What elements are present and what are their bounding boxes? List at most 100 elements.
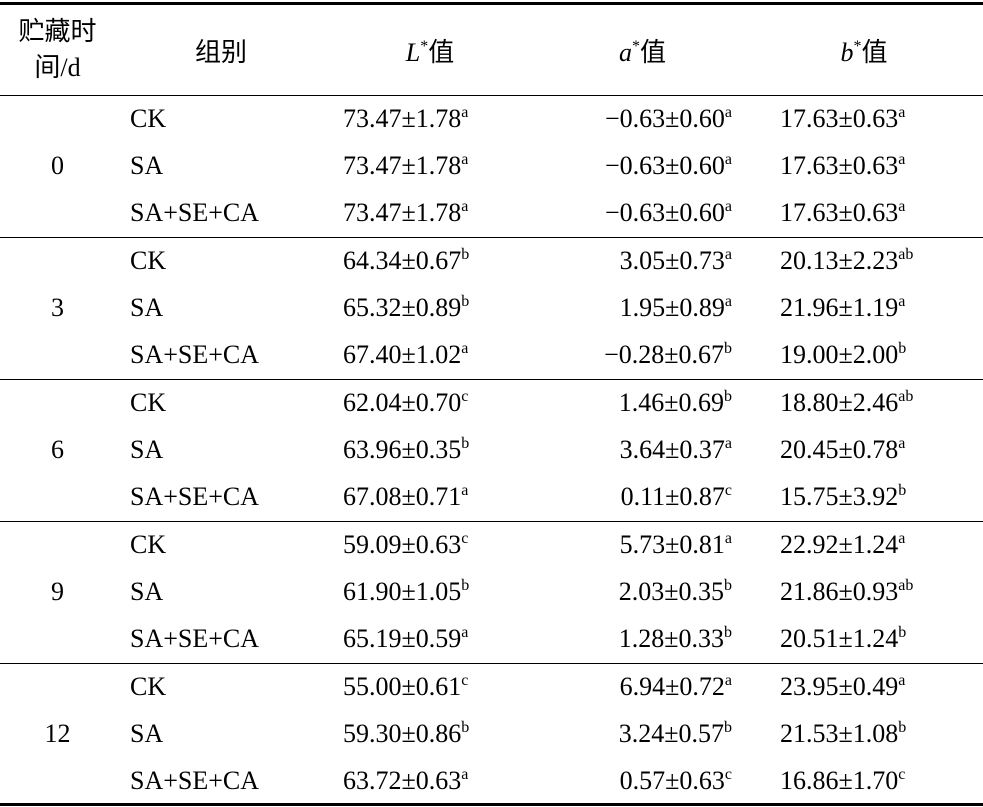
- header-text: 贮藏时间/d: [18, 17, 97, 82]
- time-group: 6 CK 62.04±0.70c 1.46±0.69b 18.80±2.46ab SA 63…: [0, 379, 983, 522]
- group-cell: SA+SE+CA: [130, 482, 260, 512]
- data-row: SA+SE+CA 67.08±0.71a 0.11±0.87c 15.75±3.92b: [0, 474, 983, 522]
- significance-letter: c: [724, 482, 732, 500]
- mean-sd: 21.53±1.08: [780, 719, 899, 748]
- mean-sd: 61.90±1.05: [343, 577, 462, 607]
- mean-sd: 59.30±0.86: [343, 719, 462, 748]
- data-row: SA+SE+CA 65.19±0.59a 1.28±0.33b 20.51±1.24b: [0, 616, 983, 664]
- data-row: SA 65.32±0.89b 1.95±0.89a 21.96±1.19a: [0, 285, 983, 332]
- time-cell: 0: [51, 151, 64, 181]
- value-cell: 65.19±0.59a: [320, 616, 540, 663]
- mean-sd: 20.51±1.24: [780, 624, 899, 654]
- mean-sd: 20.45±0.78: [780, 435, 899, 465]
- data-row: SA+SE+CA 67.40±1.02a −0.28±0.67b 19.00±2.00…: [0, 332, 983, 380]
- value-cell: 0.57±0.63c: [540, 758, 745, 805]
- significance-letter: b: [461, 577, 470, 595]
- data-row: 3 CK 64.34±0.67b 3.05±0.73a 20.13±2.23ab: [0, 237, 983, 322]
- value-cell: 67.08±0.71a: [320, 474, 540, 521]
- data-row: 0 CK 73.47±1.78a −0.63±0.60a 17.63±0.63a: [0, 96, 983, 180]
- mean-sd: 73.47±1.78: [343, 151, 462, 181]
- value-cell: 62.04±0.70c: [320, 379, 540, 426]
- significance-letter: a: [898, 293, 906, 311]
- mean-sd: −0.28±0.67: [604, 340, 724, 370]
- significance-letter: b: [898, 624, 907, 642]
- header-superscript: *: [853, 37, 862, 55]
- value-cell: 6.94±0.72a: [540, 663, 745, 710]
- significance-letter: a: [898, 104, 906, 122]
- significance-letter: b: [898, 340, 907, 358]
- header-variable: a: [618, 37, 632, 67]
- header-suffix: 值: [639, 37, 666, 67]
- data-row: SA+SE+CA 63.72±0.63a 0.57±0.63c 16.86±1.70c: [0, 758, 983, 805]
- mean-sd: 73.47±1.78: [343, 104, 462, 134]
- mean-sd: 17.63±0.63: [780, 198, 899, 228]
- group-cell: SA: [130, 577, 164, 607]
- value-cell: 59.30±0.86b: [320, 710, 540, 757]
- mean-sd: 63.72±0.63: [343, 765, 462, 795]
- mean-sd: 3.64±0.37: [619, 435, 725, 465]
- value-cell: 61.90±1.05b: [320, 568, 540, 615]
- header-cell: a*值: [540, 4, 745, 96]
- significance-letter: a: [461, 624, 469, 642]
- data-row: SA 61.90±1.05b 2.03±0.35b 21.86±0.93ab: [0, 568, 983, 615]
- header-suffix: 值: [861, 37, 888, 67]
- table-header: 贮藏时间/d 组别 L*值 a*值 b*值: [0, 3, 983, 96]
- significance-letter: b: [724, 624, 732, 642]
- group-cell: SA+SE+CA: [130, 198, 260, 228]
- value-cell: 21.86±0.93ab: [745, 568, 983, 615]
- value-cell: 20.13±2.23ab: [745, 237, 983, 284]
- value-cell: 22.92±1.24a: [745, 521, 983, 568]
- mean-sd: 55.00±0.61: [343, 671, 462, 701]
- mean-sd: 64.34±0.67: [343, 246, 462, 276]
- group-cell: SA: [130, 719, 164, 748]
- group-cell: CK: [130, 530, 167, 560]
- group-cell: CK: [130, 388, 167, 418]
- significance-letter: a: [461, 765, 469, 783]
- value-cell: 5.73±0.81a: [540, 521, 745, 568]
- time-group: 0 CK 73.47±1.78a −0.63±0.60a 17.63±0.63a SA 73…: [0, 96, 983, 238]
- significance-letter: c: [461, 388, 469, 406]
- value-cell: 73.47±1.78a: [320, 143, 540, 190]
- group-cell: CK: [130, 246, 167, 276]
- value-cell: 73.47±1.78a: [320, 190, 540, 237]
- significance-letter: b: [898, 482, 907, 500]
- mean-sd: 2.03±0.35: [618, 577, 724, 607]
- header-cell: L*值: [320, 4, 540, 96]
- group-cell: SA+SE+CA: [130, 765, 260, 795]
- group-cell: SA+SE+CA: [130, 340, 260, 370]
- value-cell: 17.63±0.63a: [745, 96, 983, 143]
- mean-sd: 0.57±0.63: [619, 765, 725, 795]
- significance-letter: a: [724, 530, 732, 548]
- value-cell: 1.28±0.33b: [540, 616, 745, 663]
- significance-letter: a: [461, 151, 469, 169]
- significance-letter: c: [461, 530, 469, 548]
- mean-sd: 23.95±0.49: [780, 671, 899, 701]
- mean-sd: 17.63±0.63: [780, 151, 899, 181]
- value-cell: 20.45±0.78a: [745, 427, 983, 474]
- header-cell: 贮藏时间/d: [0, 4, 115, 96]
- value-cell: 17.63±0.63a: [745, 143, 983, 190]
- significance-letter: a: [461, 340, 469, 358]
- significance-letter: a: [724, 671, 732, 689]
- value-cell: −0.63±0.60a: [540, 143, 745, 190]
- significance-letter: b: [898, 719, 907, 736]
- value-cell: −0.63±0.60a: [540, 96, 745, 143]
- mean-sd: 65.32±0.89: [343, 293, 462, 323]
- time-group: 12 CK 55.00±0.61c 6.94±0.72a 23.95±0.49a SA 59…: [0, 663, 983, 805]
- significance-letter: ab: [898, 388, 914, 406]
- significance-letter: a: [724, 246, 732, 264]
- data-row: SA 63.96±0.35b 3.64±0.37a 20.45±0.78a: [0, 427, 983, 474]
- mean-sd: −0.63±0.60: [604, 104, 725, 134]
- significance-letter: a: [724, 151, 732, 169]
- significance-letter: a: [461, 482, 469, 500]
- header-superscript: *: [420, 37, 429, 55]
- value-cell: 67.40±1.02a: [320, 332, 540, 379]
- mean-sd: 65.19±0.59: [343, 624, 462, 654]
- value-cell: 2.03±0.35b: [540, 568, 745, 615]
- significance-letter: b: [724, 719, 732, 736]
- value-cell: −0.63±0.60a: [540, 190, 745, 237]
- mean-sd: 0.11±0.87: [620, 482, 725, 512]
- value-cell: 73.47±1.78a: [320, 96, 540, 143]
- header-suffix: 值: [428, 37, 455, 67]
